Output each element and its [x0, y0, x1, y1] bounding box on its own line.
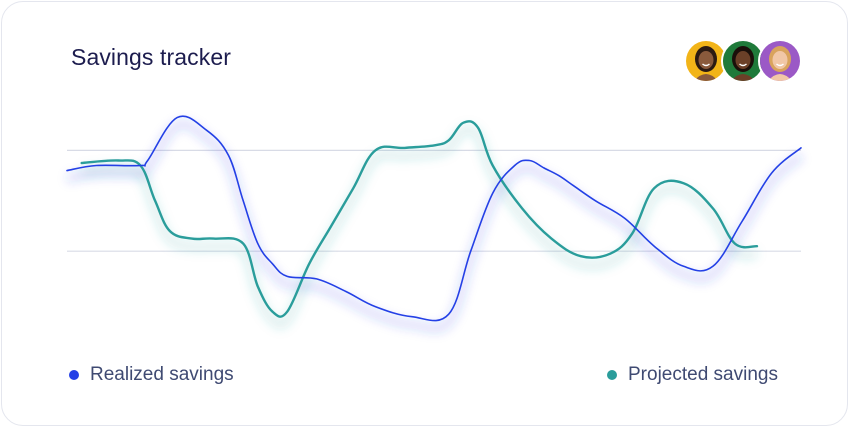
legend-item-projected[interactable]: Projected savings: [607, 362, 778, 388]
avatar-group[interactable]: [684, 39, 804, 85]
avatar-person-1-icon[interactable]: [684, 39, 728, 83]
realized-savings-glow: [66, 119, 804, 334]
legend-item-realized[interactable]: Realized savings: [69, 362, 234, 388]
avatar-person-3-icon[interactable]: [758, 39, 802, 83]
legend-dot-realized-icon: [69, 370, 79, 380]
legend-label-projected: Projected savings: [628, 364, 778, 385]
legend-dot-projected-icon: [607, 370, 617, 380]
legend-label-realized: Realized savings: [90, 364, 234, 385]
chart-title: Savings tracker: [71, 44, 232, 70]
projected-savings-line[interactable]: [80, 120, 759, 318]
realized-savings-line[interactable]: [66, 115, 802, 322]
projected-savings-glow: [81, 124, 758, 330]
